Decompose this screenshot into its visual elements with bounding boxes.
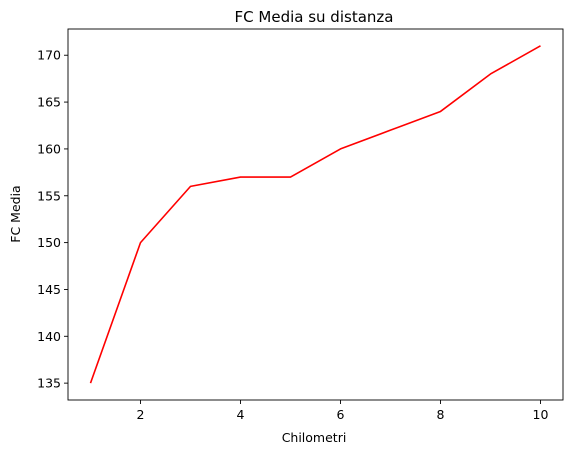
plot-area-frame bbox=[67, 28, 564, 401]
chart-title: FC Media su distanza bbox=[235, 8, 394, 26]
y-tick-label: 170 bbox=[37, 48, 61, 63]
x-tick-label: 8 bbox=[437, 407, 445, 422]
x-tick-label: 4 bbox=[237, 407, 245, 422]
y-axis-label: FC Media bbox=[8, 185, 23, 242]
x-axis-ticks: 2 4 6 8 10 bbox=[137, 400, 549, 422]
series-layer bbox=[89, 45, 541, 384]
y-tick-label: 150 bbox=[37, 235, 61, 250]
y-tick-label: 145 bbox=[37, 282, 61, 297]
x-tick-label: 2 bbox=[137, 407, 145, 422]
x-tick-label: 6 bbox=[337, 407, 345, 422]
x-tick-label: 10 bbox=[533, 407, 549, 422]
y-tick-label: 165 bbox=[37, 95, 61, 110]
y-tick-label: 135 bbox=[37, 376, 61, 391]
x-axis-label: Chilometri bbox=[282, 430, 347, 445]
y-axis-ticks: 135 140 145 150 155 160 165 170 bbox=[37, 48, 68, 391]
y-tick-label: 160 bbox=[37, 141, 61, 156]
series-line bbox=[89, 45, 541, 384]
y-tick-label: 140 bbox=[37, 329, 61, 344]
y-tick-label: 155 bbox=[37, 188, 61, 203]
